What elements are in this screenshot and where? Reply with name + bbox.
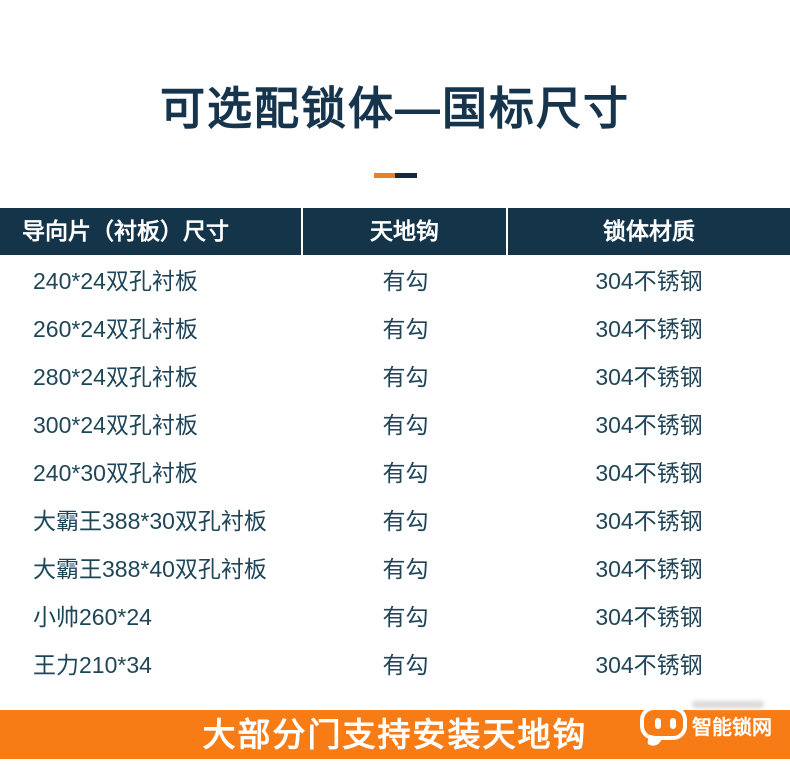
column-header-lock-material: 锁体材质 (603, 218, 695, 244)
footer-banner-text: 大部分门支持安装天地钩 (202, 716, 588, 753)
speech-bubble-icon (640, 701, 687, 746)
divider-navy-segment (395, 173, 417, 178)
divider-orange-segment (374, 173, 395, 178)
cell-liner-size: 260*24双孔衬板 (33, 316, 198, 342)
cell-material: 304不锈钢 (595, 508, 703, 534)
cell-liner-size: 王力210*34 (33, 652, 152, 678)
table-row: 240*24双孔衬板 有勾 304不锈钢 (0, 255, 790, 303)
table-header-row: 导向片（衬板）尺寸 天地钩 锁体材质 (0, 208, 790, 255)
table-row: 240*30双孔衬板 有勾 304不锈钢 (0, 447, 790, 495)
watermark-site-name: 智能锁网 (692, 717, 772, 739)
table-row: 小帅260*24 有勾 304不锈钢 (0, 591, 790, 639)
cell-liner-size: 大霸王388*30双孔衬板 (33, 508, 267, 534)
cell-hook: 有勾 (382, 316, 429, 342)
cell-hook: 有勾 (382, 268, 429, 294)
title-divider (374, 173, 417, 178)
table-row: 王力210*34 有勾 304不锈钢 (0, 639, 790, 687)
column-header-liner-size: 导向片（衬板）尺寸 (0, 208, 303, 255)
cell-hook: 有勾 (382, 364, 429, 390)
cell-liner-size: 大霸王388*40双孔衬板 (33, 556, 267, 582)
table-row: 大霸王388*40双孔衬板 有勾 304不锈钢 (0, 543, 790, 591)
watermark: 智能锁网 (640, 698, 790, 756)
table-row: 300*24双孔衬板 有勾 304不锈钢 (0, 399, 790, 447)
table-row: 260*24双孔衬板 有勾 304不锈钢 (0, 303, 790, 351)
cell-hook: 有勾 (382, 604, 429, 630)
cell-material: 304不锈钢 (595, 316, 703, 342)
cell-material: 304不锈钢 (595, 268, 703, 294)
table-row: 280*24双孔衬板 有勾 304不锈钢 (0, 351, 790, 399)
cell-liner-size: 240*24双孔衬板 (33, 268, 198, 294)
cell-material: 304不锈钢 (595, 364, 703, 390)
column-header-sky-earth-hook: 天地钩 (303, 208, 508, 255)
table-row: 大霸王388*30双孔衬板 有勾 304不锈钢 (0, 495, 790, 543)
cell-material: 304不锈钢 (595, 604, 703, 630)
cell-hook: 有勾 (382, 556, 429, 582)
cell-material: 304不锈钢 (595, 556, 703, 582)
cell-liner-size: 240*30双孔衬板 (33, 460, 198, 486)
cell-material: 304不锈钢 (595, 460, 703, 486)
cell-liner-size: 小帅260*24 (33, 604, 152, 630)
cell-liner-size: 300*24双孔衬板 (33, 412, 198, 438)
cell-material: 304不锈钢 (595, 412, 703, 438)
cell-hook: 有勾 (382, 412, 429, 438)
page-title: 可选配锁体—国标尺寸 (159, 83, 630, 134)
cell-liner-size: 280*24双孔衬板 (33, 364, 198, 390)
cell-hook: 有勾 (382, 508, 429, 534)
cell-hook: 有勾 (382, 652, 429, 678)
cell-material: 304不锈钢 (595, 652, 703, 678)
spec-table-body: 240*24双孔衬板 有勾 304不锈钢 260*24双孔衬板 有勾 304不锈… (0, 255, 790, 687)
watermark-url-blurred (692, 701, 764, 708)
cell-hook: 有勾 (382, 460, 429, 486)
